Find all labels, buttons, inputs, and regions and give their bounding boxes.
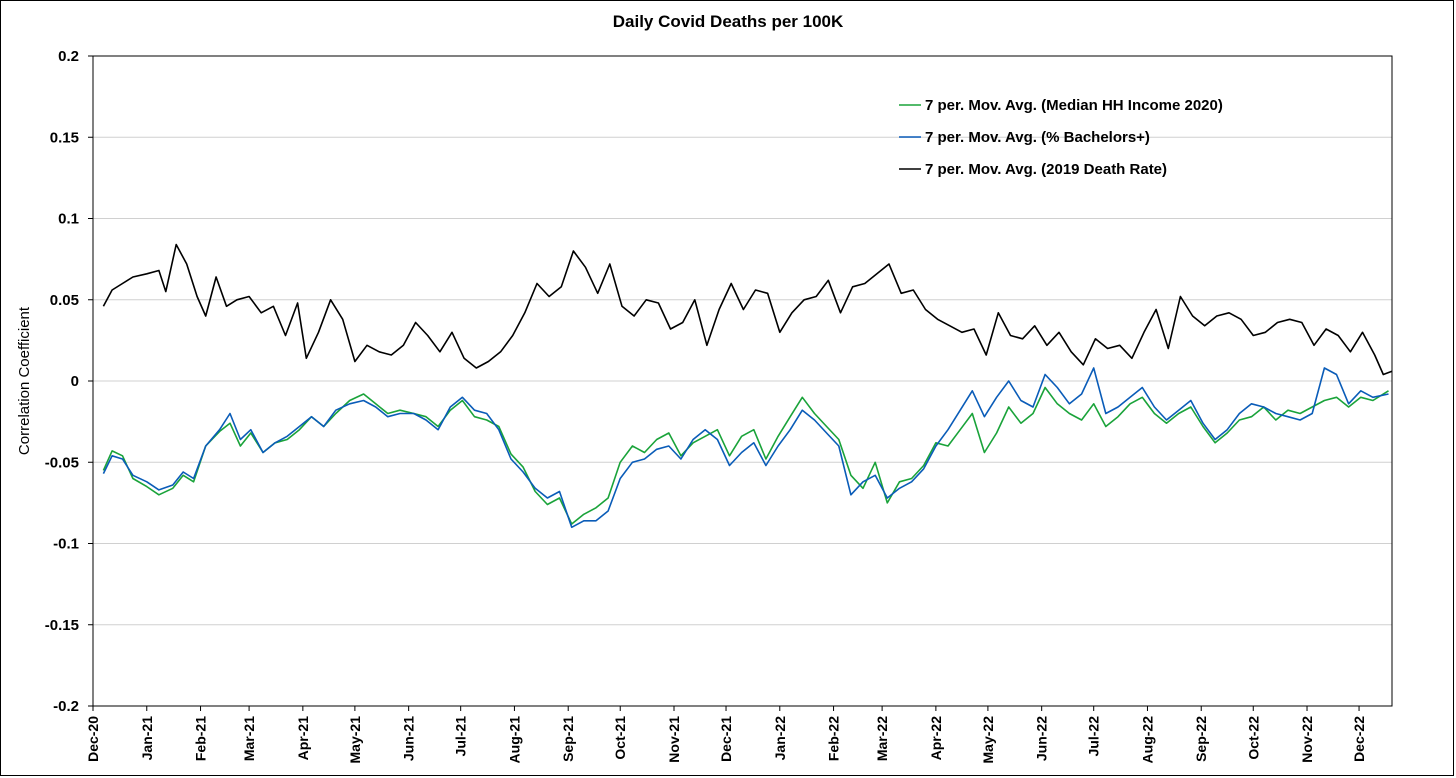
y-tick-label: 0 — [71, 373, 79, 390]
series-lines — [102, 243, 1393, 529]
y-tick-label: -0.05 — [45, 454, 79, 471]
y-tick-label: 0.1 — [58, 211, 79, 228]
x-tick-label: May-22 — [980, 716, 996, 764]
x-tick-label: Jun-21 — [401, 716, 417, 761]
x-tick-label: Nov-22 — [1299, 716, 1315, 763]
chart-title: Daily Covid Deaths per 100K — [613, 12, 844, 31]
y-axis-label: Correlation Coefficient — [16, 306, 33, 455]
x-tick-label: Aug-22 — [1139, 716, 1155, 764]
legend-label: 7 per. Mov. Avg. (% Bachelors+) — [925, 129, 1150, 146]
series-line-2 — [102, 243, 1393, 376]
gridlines — [93, 55, 1392, 707]
x-tick-label: Oct-21 — [612, 716, 628, 760]
x-tick-label: Feb-22 — [826, 716, 842, 761]
y-tick-label: -0.1 — [53, 536, 79, 553]
x-tick-label: May-21 — [347, 716, 363, 764]
y-tick-label: 0.05 — [50, 292, 79, 309]
x-tick-label: Nov-21 — [666, 716, 682, 763]
y-axis-ticks: 0.2 0.15 0.1 0.05 0 -0.05 -0.1 -0.15 -0.2 — [45, 48, 93, 715]
x-tick-label: Jan-22 — [772, 716, 788, 761]
x-tick-label: Feb-21 — [193, 716, 209, 761]
series-line-1 — [102, 367, 1389, 529]
legend-label: 7 per. Mov. Avg. (2019 Death Rate) — [925, 161, 1167, 178]
x-tick-label: Dec-20 — [85, 716, 101, 762]
y-tick-label: -0.15 — [45, 617, 79, 634]
x-tick-label: Mar-21 — [241, 716, 257, 761]
x-tick-label: Apr-21 — [295, 716, 311, 761]
series-line-0 — [102, 386, 1389, 525]
y-tick-label: 0.2 — [58, 48, 79, 65]
x-tick-label: Sep-21 — [560, 716, 576, 762]
x-tick-label: Sep-22 — [1193, 716, 1209, 762]
legend-label: 7 per. Mov. Avg. (Median HH Income 2020) — [925, 97, 1223, 114]
x-tick-label: Jan-21 — [139, 716, 155, 761]
y-tick-label: -0.2 — [53, 698, 79, 715]
legend: 7 per. Mov. Avg. (Median HH Income 2020)… — [899, 97, 1223, 178]
x-tick-label: Aug-21 — [506, 716, 522, 764]
y-tick-label: 0.15 — [50, 129, 79, 146]
x-tick-label: Oct-22 — [1245, 716, 1261, 760]
x-tick-label: Apr-22 — [928, 716, 944, 761]
x-tick-label: Jun-22 — [1034, 716, 1050, 761]
x-tick-label: Jul-22 — [1086, 716, 1102, 757]
x-tick-label: Dec-22 — [1351, 716, 1367, 762]
x-tick-label: Dec-21 — [718, 716, 734, 762]
x-axis-ticks: Dec-20 Jan-21 Feb-21 Mar-21 Apr-21 May-21 Jun-… — [85, 706, 1367, 763]
x-tick-label: Mar-22 — [874, 716, 890, 761]
x-tick-label: Jul-21 — [453, 716, 469, 757]
